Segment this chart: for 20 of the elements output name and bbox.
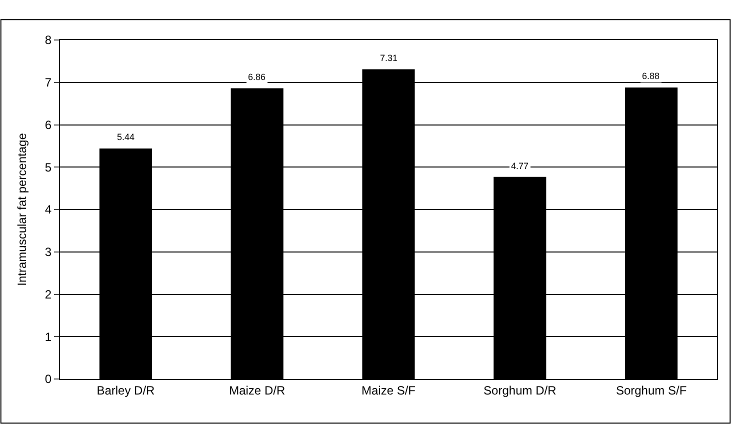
y-tick-label: 4: [44, 202, 52, 217]
data-label: 4.77: [511, 161, 529, 171]
y-tick-label: 2: [44, 287, 52, 302]
x-tick-label: Barley D/R: [96, 383, 156, 398]
data-label: 6.86: [248, 72, 266, 82]
y-tick-label: 1: [44, 330, 52, 344]
y-tick-label: 6: [44, 118, 52, 132]
x-tick-label: Sorghum S/F: [616, 383, 687, 398]
y-tick-label: 8: [44, 33, 52, 48]
y-axis-title: Intramuscular fat percentage: [15, 132, 30, 286]
x-tick-label: Maize D/R: [229, 383, 286, 398]
y-tick-label: 5: [44, 160, 52, 174]
data-label: 5.44: [117, 132, 135, 142]
data-label: 7.31: [380, 53, 398, 63]
x-tick-label: Maize S/F: [361, 383, 416, 398]
x-tick-label: Sorghum D/R: [484, 383, 557, 398]
data-label: 6.88: [642, 71, 660, 81]
y-tick-label: 3: [44, 245, 52, 260]
y-tick-label: 7: [44, 76, 52, 90]
y-tick-label: 0: [44, 372, 52, 386]
